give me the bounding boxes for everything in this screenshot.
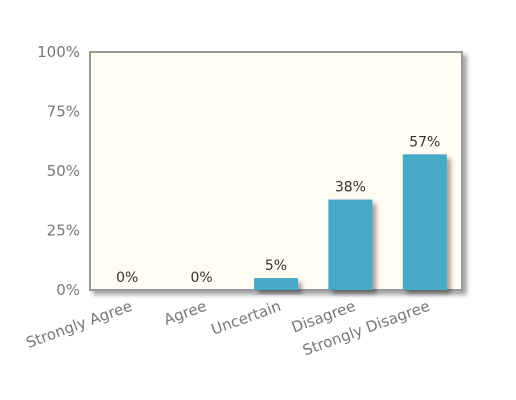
- bars: [254, 154, 447, 290]
- data-labels: 0% 0% 5% 38% 57%: [116, 134, 440, 286]
- y-tick-label: 75%: [47, 103, 80, 121]
- x-axis-ticks: Strongly Agree Agree Uncertain DisagreeStro…: [24, 297, 432, 360]
- y-tick-label: 50%: [47, 162, 80, 180]
- x-tick-label: Strongly Agree: [24, 297, 135, 352]
- plot-area: [89, 51, 463, 291]
- bar: [254, 278, 298, 290]
- data-label: 38%: [335, 180, 366, 196]
- x-tick-label: Strongly Disagree: [300, 297, 432, 360]
- bar: [328, 199, 373, 290]
- y-tick-label: 0%: [56, 281, 80, 299]
- x-tick-label: Uncertain: [209, 297, 284, 339]
- bar: [402, 154, 447, 290]
- data-label: 0%: [116, 270, 138, 286]
- data-label: 5%: [265, 258, 287, 274]
- y-axis-ticks: 0% 25% 50% 75% 100%: [37, 43, 80, 299]
- data-label: 57%: [409, 134, 440, 150]
- y-tick-label: 100%: [37, 43, 80, 61]
- data-label: 0%: [190, 270, 212, 286]
- y-tick-label: 25%: [47, 222, 80, 240]
- x-tick-label: Agree: [161, 297, 209, 329]
